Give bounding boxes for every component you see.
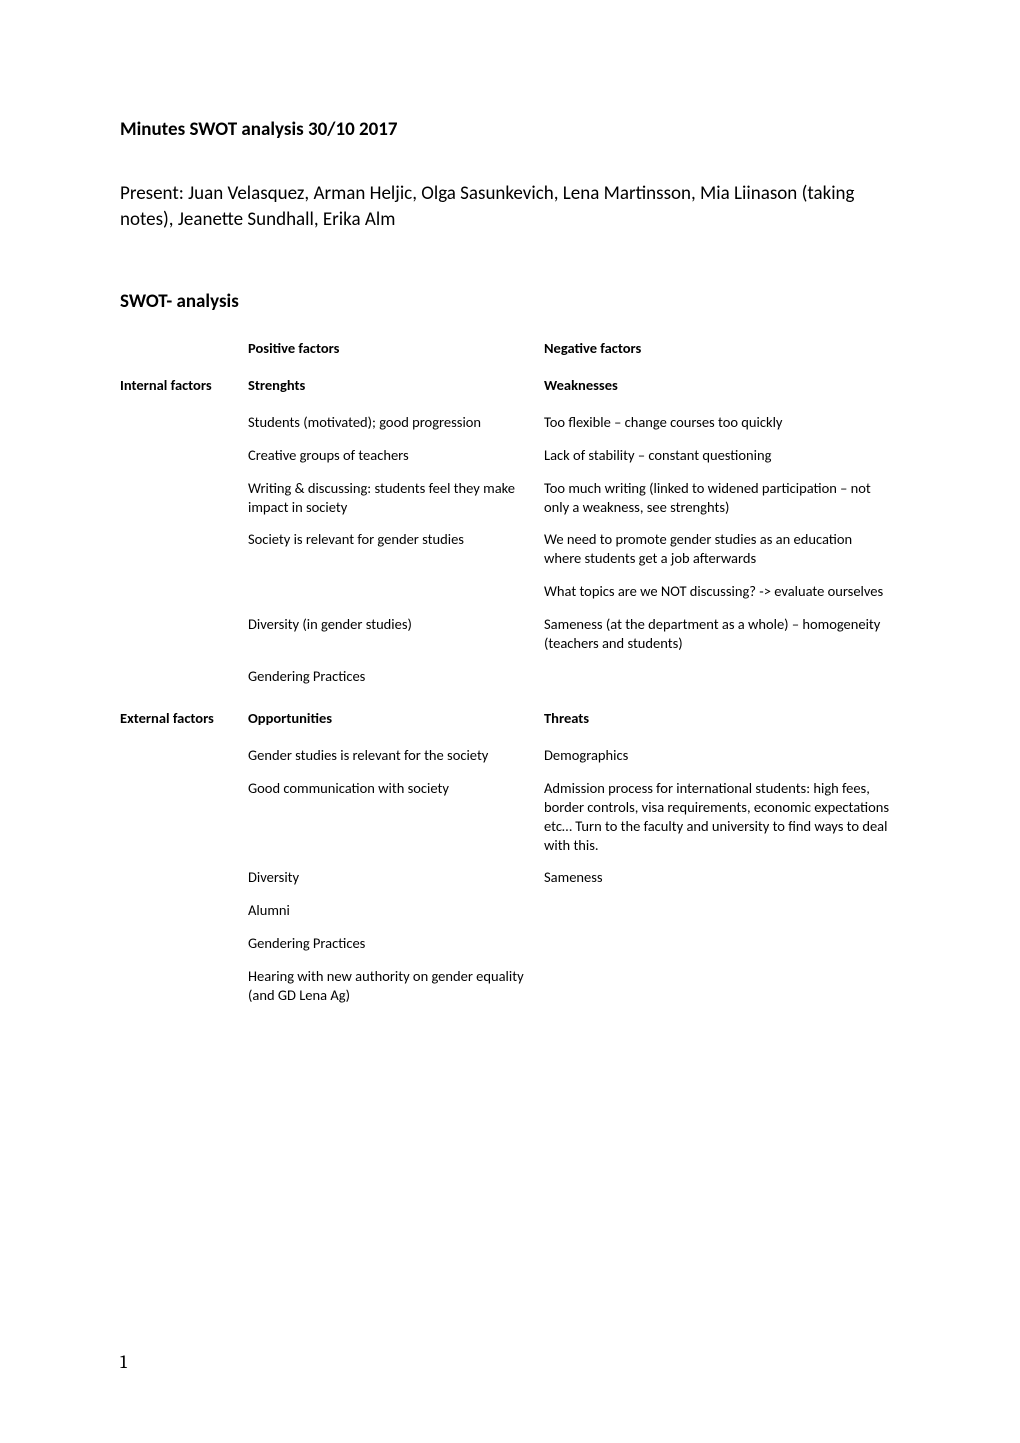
table-cell-empty (120, 615, 248, 667)
table-cell-negative: Admission process for international stud… (544, 779, 900, 868)
table-row: Creative groups of teachers Lack of stab… (120, 446, 900, 479)
internal-row-label: Internal factors (120, 376, 248, 413)
table-row: Writing & discussing: students feel they… (120, 479, 900, 531)
table-cell-positive: Creative groups of teachers (248, 446, 544, 479)
table-row: Diversity Sameness (120, 868, 900, 901)
table-cell-positive: Society is relevant for gender studies (248, 530, 544, 582)
table-row: Good communication with society Admissio… (120, 779, 900, 868)
table-cell-negative (544, 934, 900, 967)
document-title: Minutes SWOT analysis 30/10 2017 (120, 118, 900, 141)
table-row: Diversity (in gender studies) Sameness (… (120, 615, 900, 667)
column-header-negative: Negative factors (544, 339, 900, 376)
table-cell-positive: Gender studies is relevant for the socie… (248, 746, 544, 779)
table-row: Society is relevant for gender studies W… (120, 530, 900, 582)
external-row-label: External factors (120, 709, 248, 746)
table-cell-empty (120, 934, 248, 967)
table-cell-empty (120, 530, 248, 582)
table-row: Hearing with new authority on gender equ… (120, 967, 900, 1019)
swot-table: Positive factors Negative factors Intern… (120, 339, 900, 1018)
table-cell-positive: Students (motivated); good progression (248, 413, 544, 446)
table-cell-negative: Sameness (544, 868, 900, 901)
intro-paragraph: Present: Juan Velasquez, Arman Heljic, O… (120, 181, 900, 232)
table-cell-empty (120, 901, 248, 934)
table-cell-empty (120, 746, 248, 779)
table-cell-positive: Gendering Practices (248, 667, 544, 710)
table-header-row: Positive factors Negative factors (120, 339, 900, 376)
table-cell-empty (120, 339, 248, 376)
table-cell-empty (120, 779, 248, 868)
table-cell-positive: Diversity (248, 868, 544, 901)
table-cell-empty (120, 967, 248, 1019)
table-cell-empty (120, 868, 248, 901)
internal-subheader-row: Internal factors Strenghts Weaknesses (120, 376, 900, 413)
table-cell-negative: Lack of stability – constant questioning (544, 446, 900, 479)
table-cell-negative: What topics are we NOT discussing? -> ev… (544, 582, 900, 615)
internal-pos-header: Strenghts (248, 376, 544, 413)
section-heading: SWOT- analysis (120, 290, 900, 313)
table-cell-positive: Alumni (248, 901, 544, 934)
table-cell-empty (120, 413, 248, 446)
table-row: Gender studies is relevant for the socie… (120, 746, 900, 779)
table-cell-positive: Good communication with society (248, 779, 544, 868)
table-cell-positive (248, 582, 544, 615)
external-neg-header: Threats (544, 709, 900, 746)
table-cell-empty (120, 667, 248, 710)
table-cell-negative: We need to promote gender studies as an … (544, 530, 900, 582)
external-pos-header: Opportunities (248, 709, 544, 746)
table-cell-negative (544, 901, 900, 934)
table-cell-negative: Demographics (544, 746, 900, 779)
table-cell-positive: Writing & discussing: students feel they… (248, 479, 544, 531)
table-row: Gendering Practices (120, 934, 900, 967)
table-cell-positive: Hearing with new authority on gender equ… (248, 967, 544, 1019)
table-row: Students (motivated); good progression T… (120, 413, 900, 446)
column-header-positive: Positive factors (248, 339, 544, 376)
table-cell-negative: Sameness (at the department as a whole) … (544, 615, 900, 667)
external-subheader-row: External factors Opportunities Threats (120, 709, 900, 746)
table-cell-negative (544, 667, 900, 710)
page-number: 1 (120, 1351, 127, 1373)
table-cell-positive: Gendering Practices (248, 934, 544, 967)
table-cell-positive: Diversity (in gender studies) (248, 615, 544, 667)
table-cell-negative: Too flexible – change courses too quickl… (544, 413, 900, 446)
document-page: Minutes SWOT analysis 30/10 2017 Present… (0, 0, 1020, 1443)
table-cell-empty (120, 582, 248, 615)
table-row: Alumni (120, 901, 900, 934)
table-cell-negative (544, 967, 900, 1019)
table-cell-negative: Too much writing (linked to widened part… (544, 479, 900, 531)
table-cell-empty (120, 479, 248, 531)
internal-neg-header: Weaknesses (544, 376, 900, 413)
table-cell-empty (120, 446, 248, 479)
table-row: What topics are we NOT discussing? -> ev… (120, 582, 900, 615)
table-row: Gendering Practices (120, 667, 900, 710)
